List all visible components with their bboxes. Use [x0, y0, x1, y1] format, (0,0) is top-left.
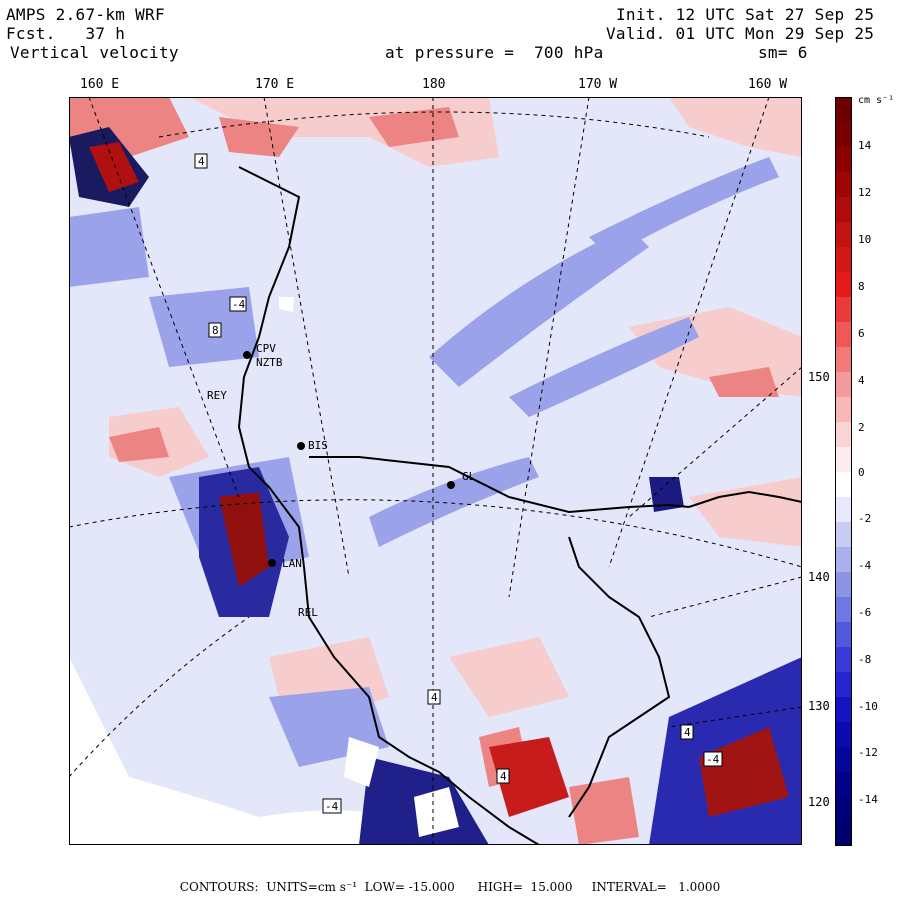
colorbar-tick: -12 — [858, 746, 878, 759]
forecast-hours: 37 h — [85, 24, 126, 43]
station-dot-cpv — [243, 351, 251, 359]
station-dot-gl — [447, 481, 455, 489]
land-gaps — [279, 297, 459, 837]
coastline — [237, 166, 540, 845]
contour-label: 4 — [198, 155, 205, 168]
marie-byrd-coast — [568, 536, 671, 818]
forecast-label-text: Fcst. — [6, 24, 56, 43]
station-label-bis: BIS — [308, 439, 328, 452]
colorbar-tick: 12 — [858, 186, 872, 199]
contour-label: 4 — [500, 770, 507, 783]
colorbar-tick: -2 — [858, 512, 872, 525]
ice-shelf-edge — [129, 777, 399, 845]
colorbar-tick: 10 — [858, 233, 872, 246]
contour-label: 8 — [212, 324, 219, 337]
colorbar — [835, 97, 852, 846]
model-title: AMPS 2.67-km WRF — [6, 5, 165, 24]
lon-label-170w: 170 W — [578, 77, 618, 92]
init-time: Init. 12 UTC Sat 27 Sep 25 — [616, 5, 875, 24]
colorbar-tick: 8 — [858, 280, 865, 293]
strong-convection-cores — [69, 127, 802, 845]
map-frame — [69, 97, 802, 845]
map-panel: 4 -4 8 4 4 -4 -4 4 — [69, 97, 802, 845]
graticule — [69, 97, 802, 845]
field-name: Vertical velocity — [10, 43, 179, 62]
station-markers — [243, 351, 455, 567]
lon-label-180: 180 — [422, 77, 446, 92]
colorbar-tick: 14 — [858, 139, 872, 152]
positive-velocity-regions — [109, 97, 802, 717]
colorbar-tick: -8 — [858, 653, 872, 666]
station-dot-bis — [297, 442, 305, 450]
station-label-gl: GL — [462, 470, 476, 483]
colorbar-tick: -6 — [858, 606, 872, 619]
station-label-lan: LAN — [282, 557, 302, 570]
station-label-rey: REY — [207, 389, 227, 402]
contour-label: -4 — [325, 800, 339, 813]
station-dot-lan — [268, 559, 276, 567]
forecast-label: Fcst. 37 h — [6, 25, 125, 43]
lon-label-170e: 170 E — [255, 77, 295, 92]
domain-edge — [69, 657, 129, 845]
contour-info: CONTOURS: UNITS=cm s⁻¹ LOW= -15.000 HIGH… — [179, 880, 721, 894]
colorbar-units: cm s⁻¹ — [858, 95, 895, 106]
colorbar-tick: -10 — [858, 700, 878, 713]
station-label-cpv: CPV — [256, 342, 276, 355]
lon-label-160e: 160 E — [80, 77, 120, 92]
contour-label: 4 — [431, 691, 438, 704]
colorbar-tick: -14 — [858, 793, 878, 806]
colorbar-tick: 4 — [858, 374, 865, 387]
contour-boxes: 4 -4 8 4 4 -4 -4 4 — [194, 153, 723, 814]
eastern-coast — [688, 490, 802, 508]
contour-label: 4 — [684, 726, 691, 739]
contour-label: -4 — [706, 753, 720, 766]
colorbar-tick: 2 — [858, 421, 865, 434]
colorbar-tick: 0 — [858, 466, 865, 479]
valid-time: Valid. 01 UTC Mon 29 Sep 25 — [606, 24, 875, 43]
colorbar-tick: 6 — [858, 327, 865, 340]
smoothing-value: sm= 6 — [758, 43, 808, 62]
lon-label-160w: 160 W — [748, 77, 788, 92]
ice-shelf-front — [309, 456, 690, 514]
strong-positive-patches — [69, 97, 779, 845]
contour-label: -4 — [232, 298, 246, 311]
station-label-nztb: NZTB — [256, 356, 283, 369]
station-label-rel: REL — [298, 606, 318, 619]
colorbar-tick: -4 — [858, 559, 872, 572]
pressure-level: at pressure = 700 hPa — [385, 43, 604, 62]
